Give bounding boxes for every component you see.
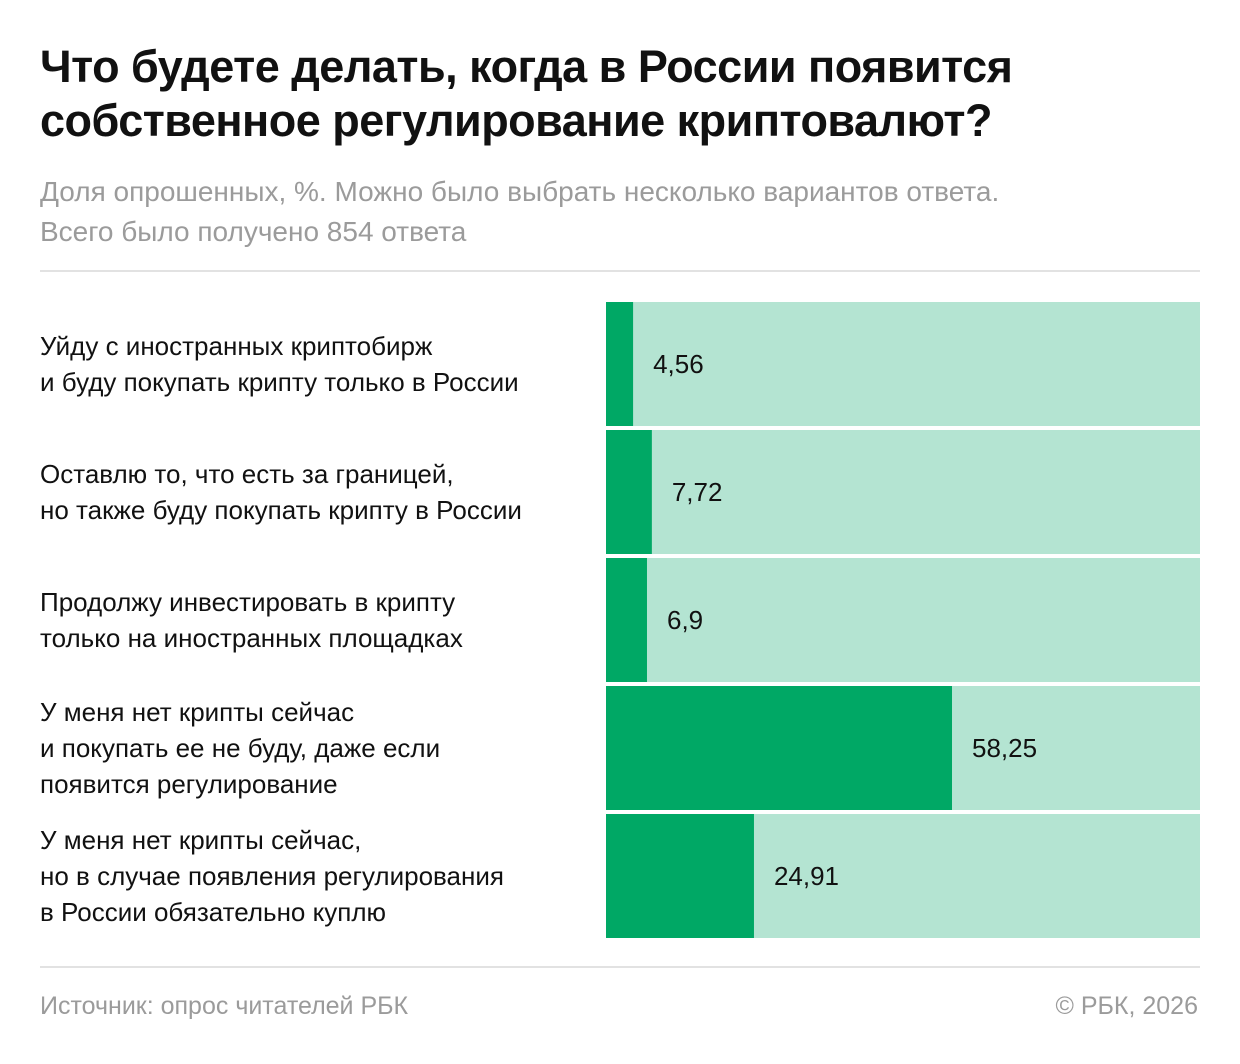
data-label: 4,56 — [653, 349, 704, 379]
category-label: только на иностранных площадках — [40, 623, 463, 653]
chart-subtitle: Доля опрошенных, %. Можно было выбрать н… — [40, 172, 1200, 252]
copyright-note: © РБК, 2026 — [1055, 992, 1198, 1020]
data-label: 58,25 — [972, 733, 1037, 763]
data-label: 7,72 — [672, 477, 723, 507]
chart-title: Что будете делать, когда в России появит… — [40, 40, 1200, 148]
bar — [606, 686, 953, 810]
chart-title-line: собственное регулирование криптовалют? — [40, 95, 992, 146]
category-label: У меня нет крипты сейчас, — [40, 825, 361, 855]
chart-subtitle-line: Всего было получено 854 ответа — [40, 216, 467, 247]
category-label: Продолжу инвестировать в крипту — [40, 587, 455, 617]
bar — [606, 814, 754, 938]
top-divider — [40, 270, 1200, 272]
category-label: У меня нет крипты сейчас — [40, 697, 354, 727]
data-label: 6,9 — [667, 605, 703, 635]
category-label: и покупать ее не буду, даже если — [40, 733, 440, 763]
category-label: появится регулирование — [40, 769, 338, 799]
category-label: Уйду с иностранных криптобирж — [40, 331, 433, 361]
bar-track — [606, 302, 1200, 426]
category-label: и буду покупать крипту только в России — [40, 367, 519, 397]
bottom-divider — [40, 966, 1200, 968]
category-label: Оставлю то, что есть за границей, — [40, 459, 454, 489]
data-label: 24,91 — [774, 861, 839, 891]
bar — [606, 302, 634, 426]
bar — [606, 558, 647, 682]
category-label: но в случае появления регулирования — [40, 861, 504, 891]
bar-track — [606, 430, 1200, 554]
category-label: в России обязательно куплю — [40, 897, 386, 927]
source-note: Источник: опрос читателей РБК — [40, 992, 409, 1020]
chart-subtitle-line: Доля опрошенных, %. Можно было выбрать н… — [40, 176, 1000, 207]
category-label: но также буду покупать крипту в России — [40, 495, 522, 525]
bar-track — [606, 558, 1200, 682]
bar — [606, 430, 652, 554]
chart-title-line: Что будете делать, когда в России появит… — [40, 41, 1013, 92]
